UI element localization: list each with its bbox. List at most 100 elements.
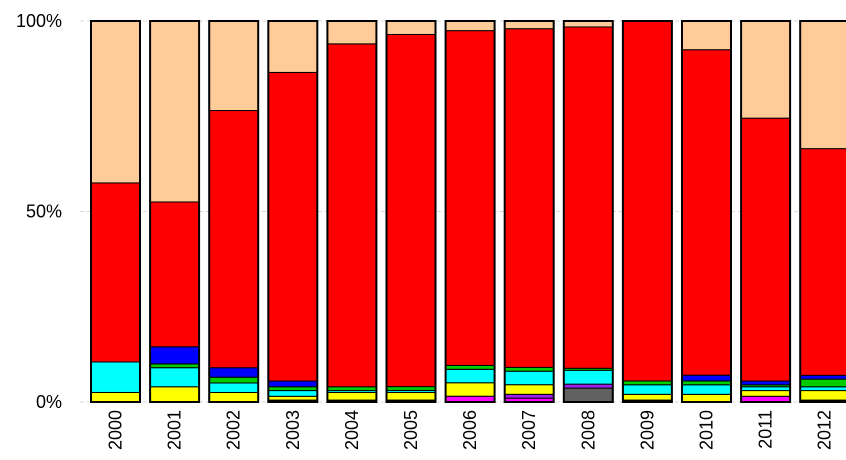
bar-outline — [90, 20, 141, 403]
bar-2006 — [444, 20, 496, 403]
bar-segment — [681, 49, 732, 376]
bar-segment — [267, 395, 318, 401]
bar-2007 — [503, 20, 555, 403]
bar-segment — [267, 20, 318, 73]
bar-segment — [740, 20, 791, 119]
bar-segment — [267, 386, 318, 392]
bar-segment — [740, 380, 791, 386]
bar-2009 — [621, 20, 673, 403]
x-axis-ticks: 2000 2001 2002 2003 2004 2005 2006 2007 2008 2009… — [106, 410, 835, 450]
bar-2005 — [385, 20, 437, 403]
bar-segment — [208, 376, 259, 384]
bar-segment — [208, 391, 259, 403]
bar-segment — [90, 391, 141, 403]
bar-segment — [563, 26, 614, 369]
y-tick-label: 0% — [36, 392, 62, 412]
bar-2001 — [149, 20, 201, 403]
bar-outline — [799, 20, 846, 403]
bar-segment — [504, 28, 555, 368]
bar-segment — [681, 374, 732, 382]
bar-segment — [681, 20, 732, 51]
bar-segment — [799, 386, 846, 392]
bar-segment — [799, 378, 846, 388]
bar-segment — [386, 386, 436, 391]
bar-segment — [326, 386, 377, 392]
bar-2002 — [208, 20, 260, 403]
bar-segment — [504, 366, 555, 372]
bar-2000 — [90, 20, 141, 403]
bar-segment — [445, 30, 496, 366]
bar-segment — [90, 361, 141, 393]
bar-segment — [799, 20, 846, 150]
x-tick-label: 2011 — [756, 410, 776, 449]
bar-segment — [681, 384, 732, 395]
bar-2010 — [681, 20, 732, 403]
bar-segment — [267, 390, 318, 397]
bar-segment — [622, 20, 673, 382]
bar-outline — [208, 20, 260, 403]
bar-outline — [503, 20, 555, 403]
y-tick-label: 100% — [16, 11, 62, 31]
bar-segment — [740, 117, 791, 382]
x-tick-label: 2005 — [401, 410, 421, 450]
bar-2011 — [740, 20, 792, 403]
bar-segment — [208, 20, 259, 112]
bar-segment — [563, 369, 614, 385]
bar-segment — [90, 182, 141, 363]
bar-segment — [740, 386, 791, 392]
x-tick-label: 2003 — [283, 410, 303, 450]
bar-segment — [90, 20, 141, 184]
x-tick-label: 2008 — [578, 410, 598, 450]
bar-outline — [444, 20, 496, 403]
bars — [90, 20, 846, 403]
bar-segment — [740, 390, 791, 397]
x-tick-label: 2012 — [815, 410, 835, 450]
bar-segment — [149, 367, 200, 388]
bar-segment — [504, 20, 555, 30]
bar-segment — [681, 393, 732, 403]
bar-segment — [267, 71, 318, 382]
bar-segment — [149, 346, 200, 365]
bar-outline — [267, 20, 319, 403]
bar-segment — [149, 201, 200, 348]
x-tick-label: 2009 — [637, 410, 657, 450]
bar-segment — [445, 20, 496, 32]
bar-outline — [621, 20, 673, 403]
bar-segment — [149, 20, 200, 203]
bar-2012 — [799, 20, 846, 403]
bar-segment — [799, 148, 846, 376]
bar-segment — [622, 380, 673, 386]
bar-outline — [149, 20, 201, 403]
bar-2008 — [562, 20, 614, 403]
bar-segment — [208, 110, 259, 369]
bar-segment — [326, 43, 377, 388]
bar-segment — [681, 380, 732, 386]
x-tick-label: 2002 — [224, 410, 244, 450]
bar-outline — [740, 20, 792, 403]
bar-segment — [799, 390, 846, 401]
bar-segment — [504, 384, 555, 395]
bar-outline — [562, 20, 614, 403]
bar-segment — [386, 33, 436, 388]
bar-outline — [385, 20, 437, 403]
y-tick-label: 50% — [26, 202, 62, 222]
x-tick-label: 2006 — [460, 410, 480, 450]
bar-2004 — [326, 20, 378, 403]
x-tick-label: 2000 — [106, 410, 126, 450]
bar-segment — [445, 368, 496, 384]
x-tick-label: 2007 — [519, 410, 539, 450]
bar-segment — [563, 387, 614, 403]
bar-outline — [681, 20, 732, 403]
bar-segment — [622, 393, 673, 401]
bar-segment — [386, 391, 436, 401]
bar-segment — [208, 382, 259, 393]
bar-outline — [326, 20, 378, 403]
bar-segment — [445, 364, 496, 370]
bar-segment — [267, 380, 318, 388]
bar-segment — [326, 391, 377, 401]
bar-segment — [563, 383, 614, 389]
bar-segment — [445, 382, 496, 397]
x-tick-label: 2004 — [342, 410, 362, 450]
